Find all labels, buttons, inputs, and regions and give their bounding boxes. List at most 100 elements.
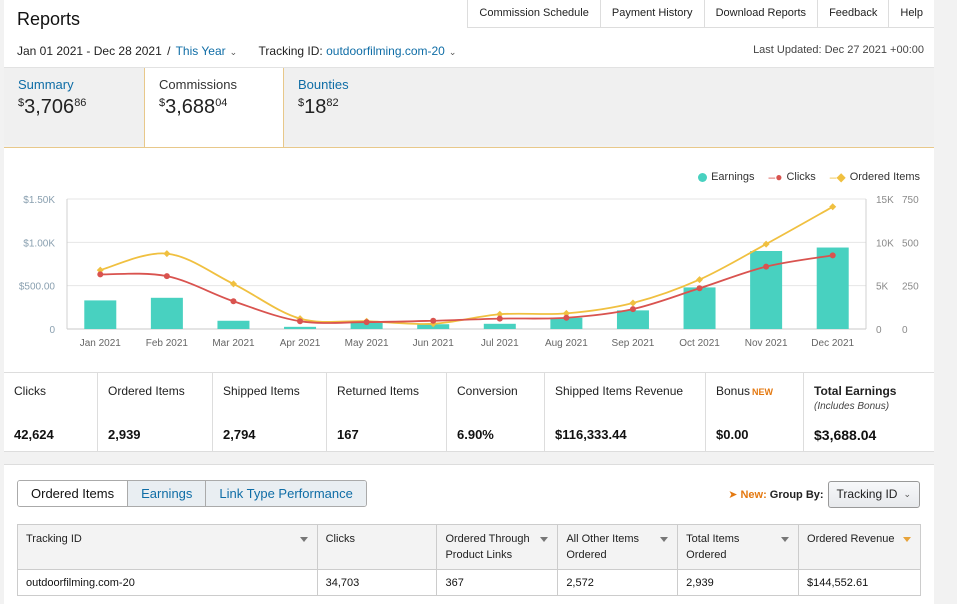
metric-conversion: Conversion 6.90% bbox=[447, 373, 545, 451]
groupby-new-label: New: bbox=[740, 488, 767, 501]
clicks-point bbox=[829, 252, 836, 259]
period-label: This Year bbox=[175, 44, 226, 58]
tab-earnings[interactable]: Earnings bbox=[127, 481, 206, 506]
legend-clicks-swatch: –● bbox=[768, 170, 783, 184]
ordered-items-point bbox=[562, 309, 570, 317]
sort-icon bbox=[781, 537, 790, 542]
x-tick-label: Nov 2021 bbox=[745, 338, 788, 349]
col-all-other-items[interactable]: All Other Items Ordered bbox=[557, 524, 679, 570]
col-tracking-id[interactable]: Tracking ID bbox=[17, 524, 318, 570]
period-selector[interactable]: This Year ⌄ bbox=[176, 44, 238, 58]
metric-total-earnings: Total Earnings (Includes Bonus) $3,688.0… bbox=[814, 384, 897, 443]
clicks-point bbox=[297, 318, 304, 325]
x-tick-label: Jan 2021 bbox=[80, 338, 122, 349]
metric-ordered-items: Ordered Items 2,939 bbox=[98, 373, 213, 451]
right-clicks-tick-label: 0 bbox=[876, 325, 882, 336]
clicks-point bbox=[230, 298, 237, 305]
nav-commission-schedule[interactable]: Commission Schedule bbox=[468, 0, 601, 27]
ordered-items-point bbox=[96, 266, 104, 274]
right-ordered-tick-label: 0 bbox=[902, 325, 908, 336]
right-clicks-tick-label: 15K bbox=[876, 195, 894, 206]
bar-earnings bbox=[750, 251, 783, 329]
clicks-point bbox=[763, 263, 770, 270]
col-clicks[interactable]: Clicks bbox=[316, 524, 438, 570]
tab-commissions[interactable]: Commissions $3,68804 bbox=[144, 68, 284, 151]
clicks-point bbox=[696, 285, 703, 292]
tab-summary[interactable]: Summary $3,70686 bbox=[4, 68, 144, 146]
right-ordered-tick-label: 750 bbox=[902, 195, 919, 206]
bar-earnings bbox=[616, 310, 649, 329]
cell-ordered-revenue: $144,552.61 bbox=[798, 569, 921, 596]
date-range: Jan 01 2021 - Dec 28 2021 bbox=[17, 44, 162, 58]
clicks-point bbox=[629, 306, 636, 313]
tab-summary-label: Summary bbox=[18, 77, 74, 92]
x-tick-label: Aug 2021 bbox=[545, 338, 588, 349]
tab-ordered-items[interactable]: Ordered Items bbox=[18, 481, 128, 506]
x-tick-label: Feb 2021 bbox=[146, 338, 189, 349]
cell-tracking-id[interactable]: outdoorfilming.com-20 bbox=[17, 569, 318, 596]
clicks-point bbox=[97, 271, 104, 278]
x-tick-label: Mar 2021 bbox=[212, 338, 255, 349]
x-tick-label: Oct 2021 bbox=[679, 338, 720, 349]
x-tick-label: Jun 2021 bbox=[413, 338, 455, 349]
report-subtabs: Ordered Items Earnings Link Type Perform… bbox=[17, 480, 367, 507]
col-total-items[interactable]: Total Items Ordered bbox=[677, 524, 800, 570]
x-tick-label: Apr 2021 bbox=[280, 338, 321, 349]
ordered-items-point bbox=[629, 299, 637, 307]
clicks-point bbox=[163, 273, 170, 280]
legend-earnings[interactable]: Earnings bbox=[698, 170, 755, 184]
nav-payment-history[interactable]: Payment History bbox=[601, 0, 705, 27]
cell-total-items: 2,939 bbox=[677, 569, 800, 596]
clicks-point bbox=[563, 314, 570, 321]
tab-bounties[interactable]: Bounties $1882 bbox=[284, 68, 424, 146]
chevron-down-icon: ⌄ bbox=[448, 47, 457, 57]
nav-download-reports[interactable]: Download Reports bbox=[705, 0, 819, 27]
groupby-select[interactable]: Tracking ID ⌄ bbox=[827, 481, 920, 508]
clicks-point bbox=[363, 319, 370, 326]
sort-icon bbox=[540, 537, 549, 542]
tab-commissions-amount: $3,68804 bbox=[159, 96, 228, 118]
table-header-row: Tracking ID Clicks Ordered Through Produc… bbox=[17, 524, 921, 570]
x-tick-label: Dec 2021 bbox=[811, 338, 854, 349]
chart-panel: Earnings –● Clicks –◆ Ordered Items 0 $500.… bbox=[4, 147, 934, 372]
report-table: Tracking ID Clicks Ordered Through Produc… bbox=[17, 524, 921, 596]
tab-link-type-performance[interactable]: Link Type Performance bbox=[205, 481, 366, 506]
ordered-items-point bbox=[696, 276, 704, 284]
bar-earnings bbox=[483, 323, 516, 329]
col-ordered-revenue[interactable]: Ordered Revenue bbox=[798, 524, 921, 570]
rocket-icon: ➤ bbox=[728, 489, 738, 501]
report-table-panel: Ordered Items Earnings Link Type Perform… bbox=[4, 464, 934, 604]
bar-earnings bbox=[217, 320, 250, 329]
sort-icon bbox=[299, 537, 308, 542]
ordered-items-point bbox=[762, 240, 770, 248]
ordered-items-point bbox=[429, 320, 437, 328]
nav-feedback[interactable]: Feedback bbox=[818, 0, 890, 27]
table-row: outdoorfilming.com-20 34,703 367 2,572 2… bbox=[17, 569, 921, 596]
right-ordered-tick-label: 500 bbox=[902, 238, 919, 249]
bar-earnings bbox=[350, 322, 383, 329]
ordered-items-point bbox=[163, 250, 171, 258]
col-ordered-through-links[interactable]: Ordered Through Product Links bbox=[436, 524, 559, 570]
sort-icon bbox=[660, 537, 669, 542]
chart-legend: Earnings –● Clicks –◆ Ordered Items bbox=[698, 170, 920, 184]
left-tick-label: $500.00 bbox=[19, 282, 56, 293]
cell-ordered-through-links: 367 bbox=[436, 569, 559, 596]
tracking-selector[interactable]: outdoorfilming.com-20 ⌄ bbox=[326, 44, 456, 58]
tracking-value: outdoorfilming.com-20 bbox=[326, 44, 445, 58]
tab-bounties-label: Bounties bbox=[298, 77, 349, 92]
tab-commissions-label: Commissions bbox=[159, 77, 238, 92]
nav-help[interactable]: Help bbox=[900, 7, 923, 19]
right-clicks-tick-label: 10K bbox=[876, 238, 894, 249]
legend-ordered-items[interactable]: –◆ Ordered Items bbox=[829, 170, 920, 184]
bar-earnings bbox=[150, 297, 183, 329]
chevron-down-icon: ⌄ bbox=[229, 47, 238, 57]
left-tick-label: $1.00K bbox=[23, 238, 55, 249]
last-updated: Last Updated: Dec 27 2021 +00:00 bbox=[753, 44, 924, 56]
tab-summary-amount: $3,70686 bbox=[18, 96, 87, 118]
bar-earnings bbox=[683, 287, 716, 329]
right-ordered-tick-label: 250 bbox=[902, 282, 919, 293]
top-nav: Commission Schedule Payment History Down… bbox=[467, 0, 934, 28]
legend-clicks[interactable]: –● Clicks bbox=[768, 170, 816, 184]
sort-desc-icon bbox=[903, 537, 911, 542]
right-clicks-tick-label: 5K bbox=[876, 282, 889, 293]
